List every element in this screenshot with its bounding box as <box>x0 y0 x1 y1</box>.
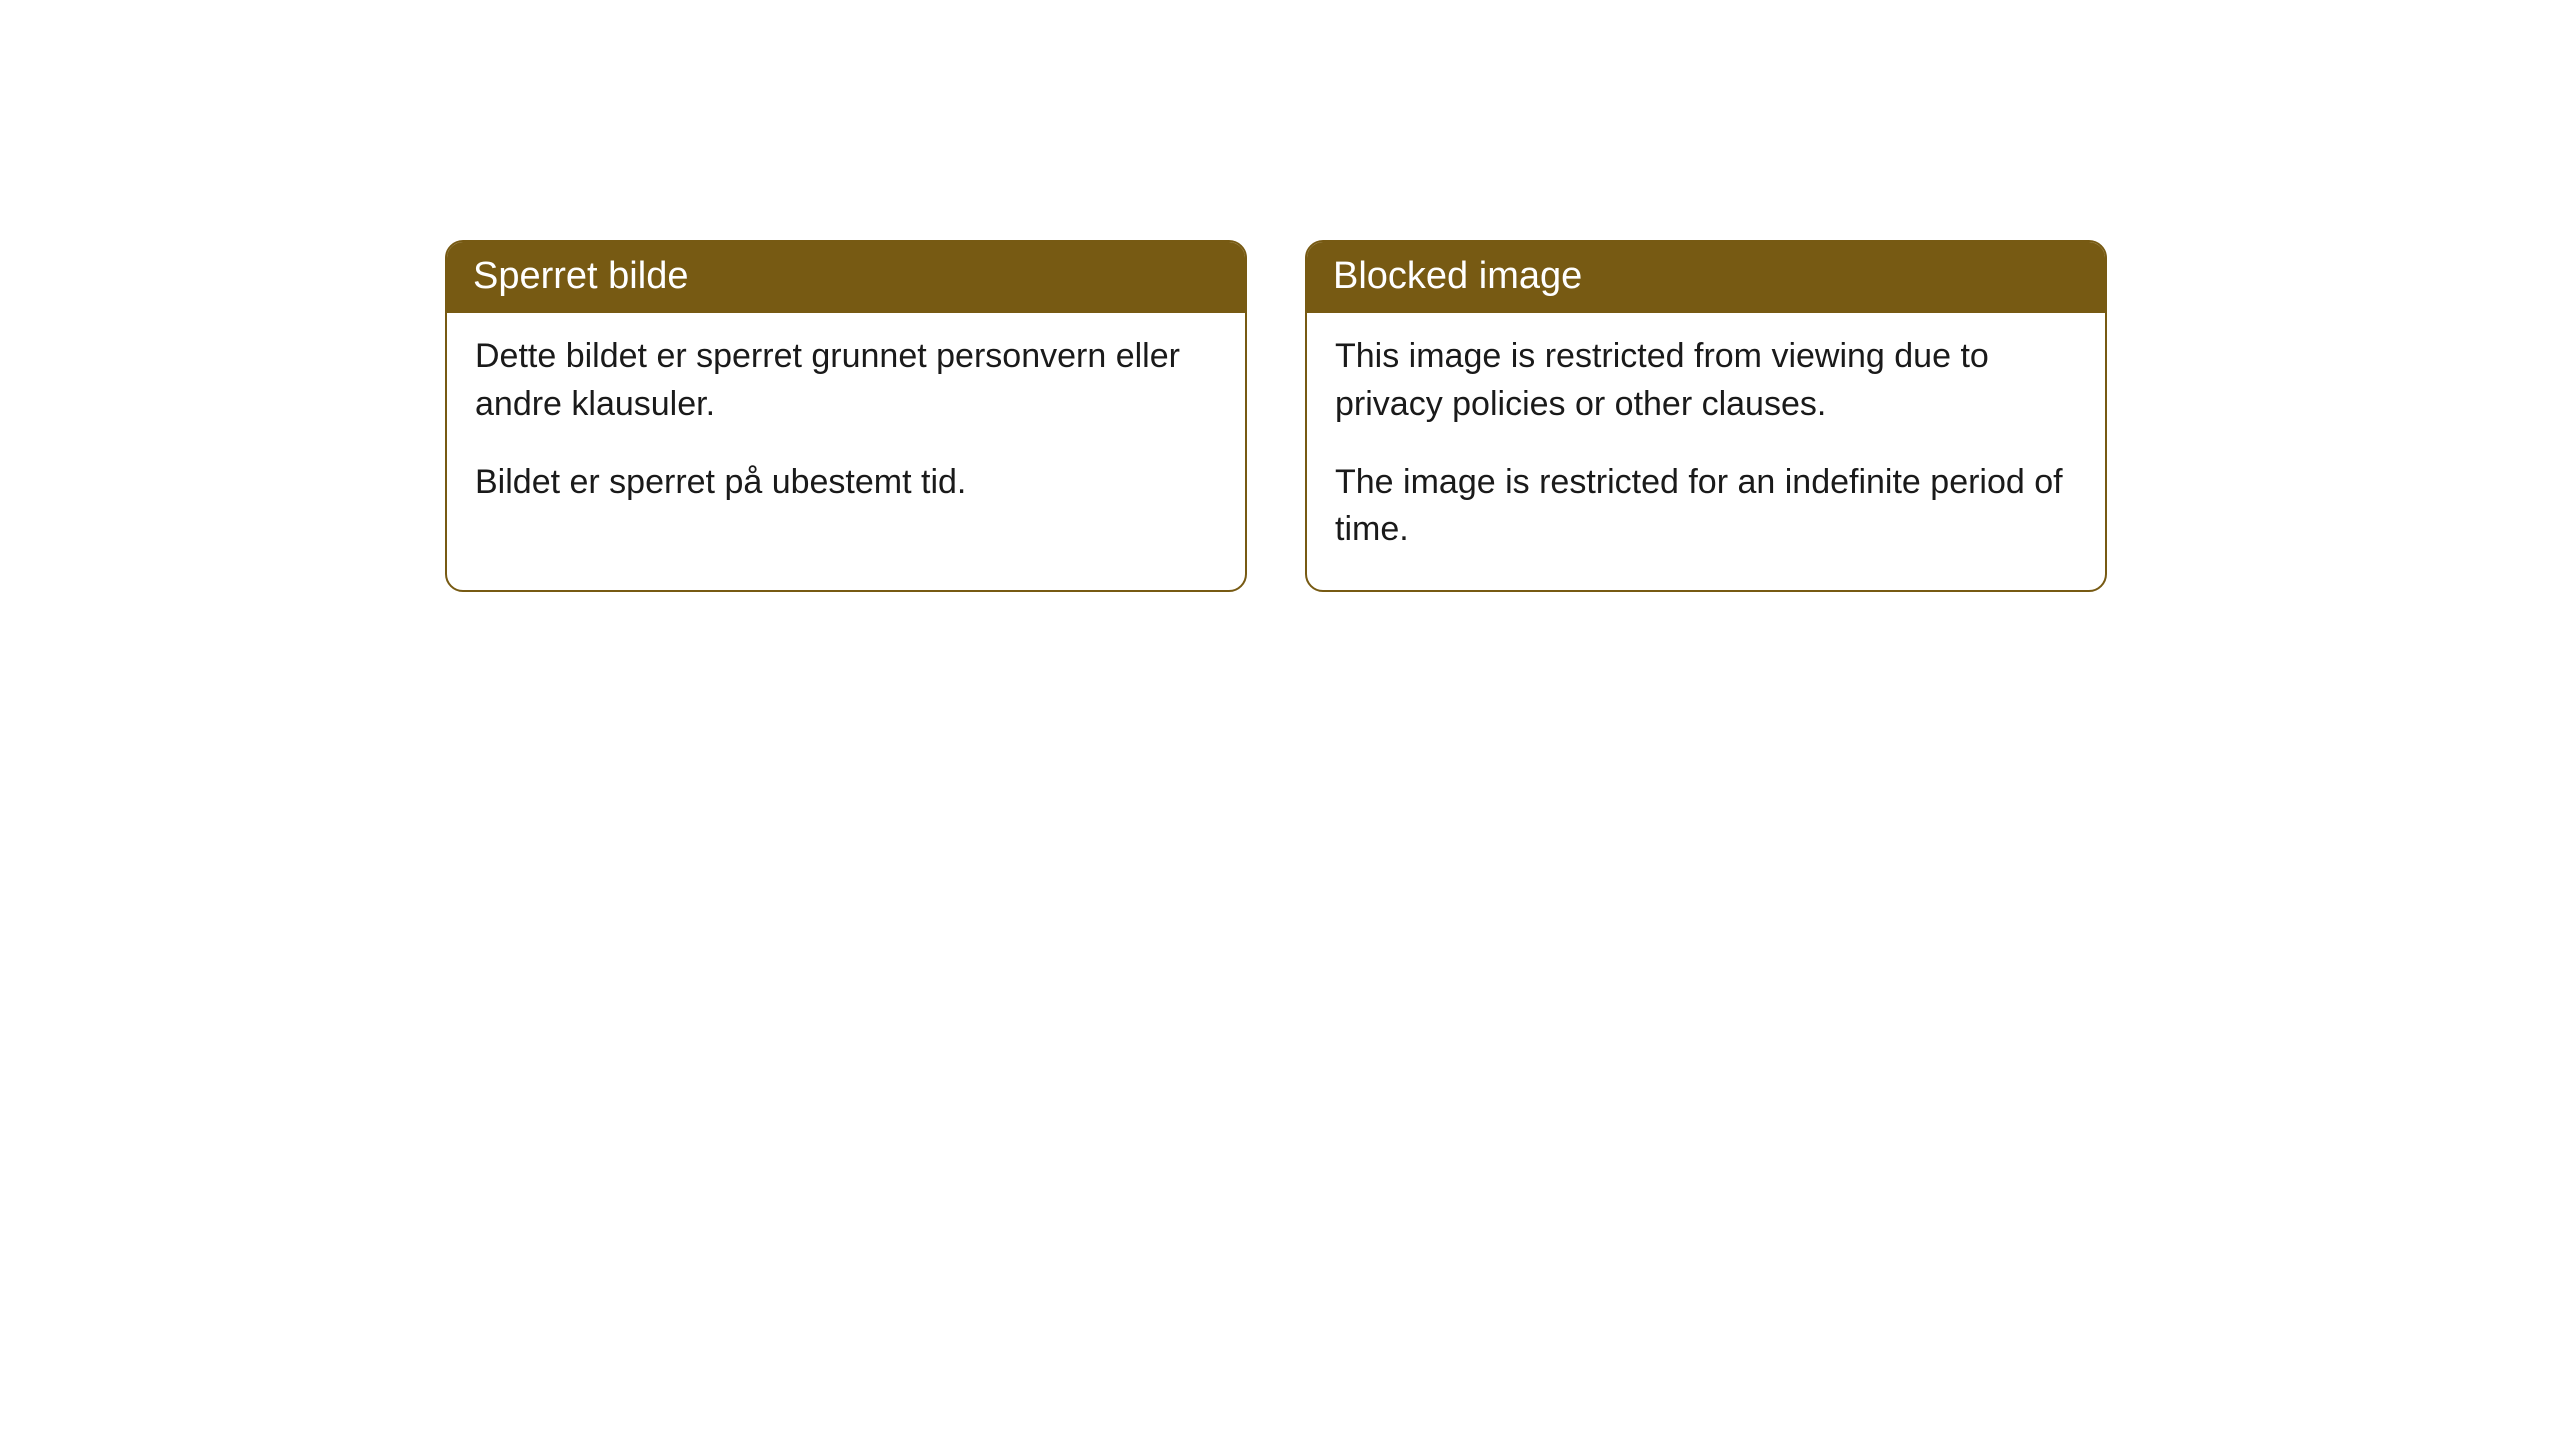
card-header-english: Blocked image <box>1307 242 2105 313</box>
card-paragraph-2: Bildet er sperret på ubestemt tid. <box>475 459 1217 507</box>
notice-card-english: Blocked image This image is restricted f… <box>1305 240 2107 592</box>
card-paragraph-2: The image is restricted for an indefinit… <box>1335 459 2077 554</box>
card-body-norwegian: Dette bildet er sperret grunnet personve… <box>447 313 1245 542</box>
card-header-norwegian: Sperret bilde <box>447 242 1245 313</box>
card-paragraph-1: This image is restricted from viewing du… <box>1335 333 2077 428</box>
notice-cards-container: Sperret bilde Dette bildet er sperret gr… <box>445 240 2560 592</box>
notice-card-norwegian: Sperret bilde Dette bildet er sperret gr… <box>445 240 1247 592</box>
card-body-english: This image is restricted from viewing du… <box>1307 313 2105 589</box>
card-paragraph-1: Dette bildet er sperret grunnet personve… <box>475 333 1217 428</box>
